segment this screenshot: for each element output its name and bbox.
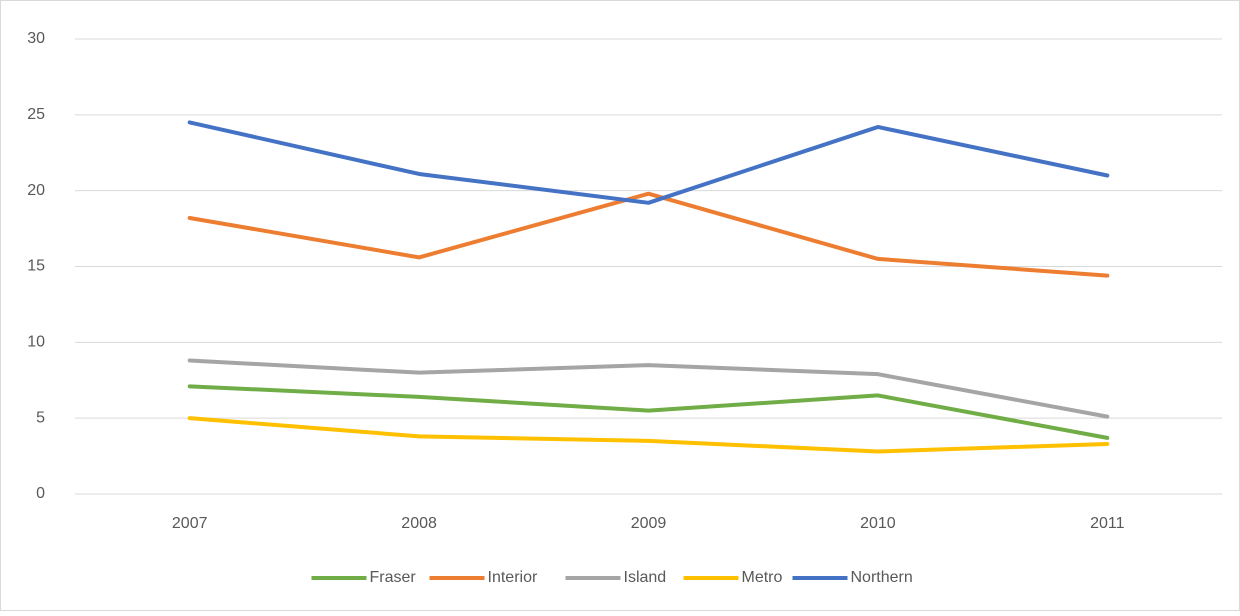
series-line xyxy=(187,358,1110,419)
legend-label: Metro xyxy=(742,569,783,586)
legend-label: Fraser xyxy=(370,569,417,586)
x-tick-label: 2008 xyxy=(401,515,437,532)
x-tick-label: 2007 xyxy=(172,515,208,532)
series-line xyxy=(187,384,1110,440)
series-line xyxy=(187,120,1110,205)
legend-label: Island xyxy=(624,569,667,586)
y-tick-label: 20 xyxy=(27,182,45,199)
y-tick-label: 15 xyxy=(27,258,45,275)
y-tick-label: 5 xyxy=(36,409,45,426)
y-tick-label: 30 xyxy=(27,30,45,47)
x-tick-label: 2009 xyxy=(631,515,667,532)
series-line xyxy=(187,416,1110,454)
series-line xyxy=(187,191,1110,278)
y-tick-label: 0 xyxy=(36,485,45,502)
y-tick-label: 25 xyxy=(27,106,45,123)
legend-label: Interior xyxy=(488,569,538,586)
x-tick-label: 2011 xyxy=(1090,515,1125,532)
legend-label: Northern xyxy=(851,569,913,586)
y-tick-label: 10 xyxy=(27,334,45,351)
x-tick-label: 2010 xyxy=(860,515,896,532)
